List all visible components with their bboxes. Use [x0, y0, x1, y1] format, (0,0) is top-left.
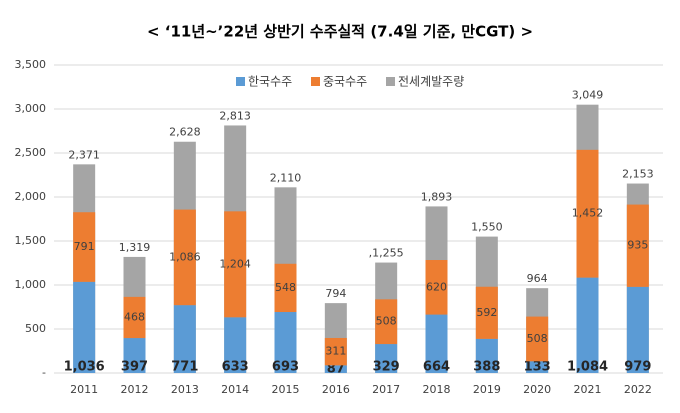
bar-segment — [425, 314, 448, 373]
value-label: 468 — [124, 310, 145, 323]
bar-segment — [173, 305, 196, 373]
chart-title: < ‘11년~’22년 상반기 수주실적 (7.4일 기준, 만CGT) > — [147, 23, 533, 41]
legend-swatch — [236, 77, 245, 86]
value-label: 771 — [171, 360, 198, 375]
bar-segment — [274, 312, 297, 373]
y-tick-label: 2,500 — [15, 146, 47, 159]
value-label: 87 — [327, 362, 345, 377]
legend-label: 한국수주 — [248, 75, 292, 89]
value-label: 794 — [325, 287, 346, 300]
value-label: 2,110 — [270, 171, 302, 184]
bar-segment — [375, 299, 398, 345]
value-label: 1,893 — [421, 190, 453, 203]
x-tick-label: 2012 — [121, 383, 149, 396]
bar-segment — [324, 337, 347, 366]
value-label: 397 — [121, 360, 148, 375]
x-tick-label: 2018 — [423, 383, 451, 396]
legend-label: 중국수주 — [323, 75, 367, 89]
value-label: 329 — [373, 360, 400, 375]
value-label: 2,813 — [219, 109, 251, 122]
bar-segment — [173, 209, 196, 306]
bar-segment — [123, 338, 146, 373]
bar-segment — [475, 338, 498, 373]
value-label: 791 — [74, 240, 95, 253]
value-label: 1,452 — [572, 207, 604, 220]
bar-segment — [224, 211, 247, 318]
bar-segment — [324, 365, 347, 373]
value-label: 592 — [476, 306, 497, 319]
x-tick-label: 2021 — [574, 383, 602, 396]
legend-label: 전세계발주량 — [398, 75, 464, 89]
x-tick-label: 2019 — [473, 383, 501, 396]
value-label: 620 — [426, 280, 447, 293]
value-label: 133 — [524, 360, 551, 375]
value-label: 693 — [272, 360, 299, 375]
bar-segment — [626, 204, 649, 287]
legend-swatch — [386, 77, 395, 86]
value-label: 508 — [527, 332, 548, 345]
bar-segment — [576, 277, 599, 373]
y-tick-label: 1,000 — [15, 278, 47, 291]
x-tick-label: 2015 — [272, 383, 300, 396]
value-label: 548 — [275, 281, 296, 294]
value-label: 2,628 — [169, 126, 201, 139]
value-label: 979 — [624, 360, 651, 375]
x-tick-label: 2017 — [372, 383, 400, 396]
value-label: 1,036 — [64, 360, 105, 375]
value-label: 508 — [376, 315, 397, 328]
value-label: 388 — [473, 360, 500, 375]
value-label: 2,371 — [68, 148, 100, 161]
bar-segment — [123, 296, 146, 339]
y-tick-label: 2,000 — [15, 190, 47, 203]
value-label: 1,084 — [567, 360, 608, 375]
value-label: 935 — [627, 239, 648, 252]
value-label: 1,204 — [219, 257, 251, 270]
y-tick-label: 3,000 — [15, 102, 47, 115]
y-tick-label: - — [42, 366, 46, 379]
value-label: 3,049 — [572, 89, 604, 102]
x-tick-label: 2016 — [322, 383, 350, 396]
value-label: 1,086 — [169, 250, 201, 263]
value-label: 633 — [222, 360, 249, 375]
legend-swatch — [311, 77, 320, 86]
x-tick-label: 2014 — [221, 383, 249, 396]
y-tick-label: 1,500 — [15, 234, 47, 247]
bar-segment — [475, 286, 498, 339]
bar-segment — [526, 361, 549, 373]
value-label: 964 — [527, 272, 548, 285]
x-tick-label: 2020 — [523, 383, 551, 396]
value-label: 1,319 — [119, 241, 151, 254]
value-label: 664 — [423, 360, 450, 375]
bar-segment — [224, 317, 247, 373]
bar-segment — [576, 149, 599, 278]
value-label: ,1,255 — [369, 247, 404, 260]
bar-segment — [626, 286, 649, 373]
x-tick-label: 2013 — [171, 383, 199, 396]
bar-segment — [73, 281, 96, 373]
bar-segment — [73, 212, 96, 282]
bar-segment — [274, 263, 297, 313]
bar-segment — [425, 260, 448, 315]
bar-segment — [526, 316, 549, 362]
x-tick-label: 2022 — [624, 383, 652, 396]
x-tick-label: 2011 — [70, 383, 98, 396]
value-label: 2,153 — [622, 168, 654, 181]
value-label: 1,550 — [471, 221, 503, 234]
value-label: 311 — [325, 345, 346, 358]
bar-segment — [375, 344, 398, 373]
y-tick-label: 3,500 — [15, 58, 47, 71]
y-tick-label: 500 — [25, 322, 46, 335]
